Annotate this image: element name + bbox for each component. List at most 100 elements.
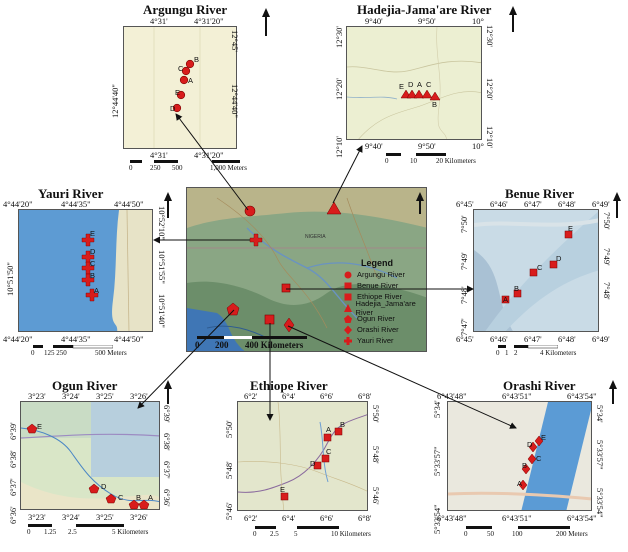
ogun-top-tick-3: 3°25' xyxy=(96,391,114,401)
ogun-scale-2: 2.5 xyxy=(68,528,77,536)
ogun-left-tick-3: 6°37' xyxy=(8,478,18,496)
hadejia-marker-d xyxy=(406,89,418,99)
argungu-marker-b xyxy=(185,59,195,69)
ogun-marker-e xyxy=(26,423,38,434)
main-scale-bar xyxy=(197,336,307,339)
ogun-title: Ogun River xyxy=(52,378,118,393)
orashi-top-tick-3: 6°43'54" xyxy=(567,391,597,401)
benue-marker-d xyxy=(549,260,558,269)
cross-icon xyxy=(343,336,357,346)
yauri-label-b: B xyxy=(90,271,96,280)
hadejia-right-tick-3: 12°10' xyxy=(485,126,495,148)
ethiope-top-tick-1: 6°2' xyxy=(244,391,258,401)
main-marker-ethiope xyxy=(264,314,275,325)
main-scale-2: 400 Kilometers xyxy=(245,340,304,350)
ethiope-right-tick-3: 5°46' xyxy=(371,487,381,505)
ogun-right-tick-3: 6°37' xyxy=(162,461,172,479)
legend-item-hadejia: Hadejia_Jama'are River xyxy=(343,299,426,317)
orashi-marker-a xyxy=(518,479,528,491)
yauri-scale-0: 0 xyxy=(31,349,35,357)
yauri-scale-1: 125 250 xyxy=(44,349,67,357)
yauri-marker-b xyxy=(81,273,95,287)
ethiope-label-a: A xyxy=(326,425,332,434)
ethiope-right-tick-1: 5°50' xyxy=(371,405,381,423)
orashi-marker-d xyxy=(528,441,538,453)
hadejia-label-e: E xyxy=(399,82,405,91)
hadejia-right-tick-2: 12°20' xyxy=(485,78,495,100)
orashi-scale-3: 200 Meters xyxy=(556,530,588,538)
argungu-marker-a xyxy=(179,75,189,85)
legend-title: Legend xyxy=(361,258,394,268)
ethiope-scale-0: 0 xyxy=(253,530,257,538)
hadejia-label-b: B xyxy=(432,100,438,109)
triangle-icon xyxy=(343,303,356,313)
main-marker-yauri xyxy=(249,233,263,247)
orashi-label-e: E xyxy=(541,433,547,442)
ethiope-marker-c xyxy=(321,454,330,463)
benue-top-tick-5: 6°49' xyxy=(592,199,610,209)
legend-item-benue: Benue River xyxy=(343,280,426,291)
ethiope-inset-map: A B C D E xyxy=(237,401,368,511)
benue-label-b: B xyxy=(514,284,520,293)
yauri-top-tick-3: 4°44'50" xyxy=(114,199,144,209)
argungu-top-tick-2: 4°31'20" xyxy=(194,16,224,26)
main-marker-argungu xyxy=(244,205,256,217)
hadejia-label-a: A xyxy=(417,80,423,89)
ethiope-scale-3: 10 Kilometers xyxy=(331,530,371,538)
yauri-right-tick-3: 10°51'40" xyxy=(157,294,167,328)
yauri-bottom-tick-3: 4°44'50" xyxy=(114,334,144,344)
yauri-bottom-tick-1: 4°44'20" xyxy=(3,334,33,344)
benue-top-tick-1: 6°45' xyxy=(456,199,474,209)
benue-bottom-tick-1: 6°45' xyxy=(456,334,474,344)
argungu-label-e: E xyxy=(175,88,181,97)
benue-left-tick-2: 7°49' xyxy=(459,252,469,270)
ethiope-marker-a xyxy=(323,433,332,442)
legend-item-ethiope: Ethiope River xyxy=(343,291,426,302)
yauri-scale-2: 500 Meters xyxy=(95,349,127,357)
hadejia-north-arrow-icon xyxy=(509,6,517,32)
argungu-north-arrow-icon xyxy=(262,8,270,36)
yauri-marker-c xyxy=(81,261,95,275)
diamond-icon xyxy=(343,325,357,335)
argungu-left-tick-1: 12°44'40" xyxy=(110,84,120,118)
orashi-right-tick-2: 5°33'57" xyxy=(595,440,605,470)
benue-scale-0: 0 xyxy=(496,349,500,357)
legend-label-ethiope: Ethiope River xyxy=(357,292,403,301)
hadejia-top-tick-3: 10° xyxy=(472,16,484,26)
hadejia-bottom-tick-2: 9°50' xyxy=(418,141,436,151)
ethiope-scale-1: 2.5 xyxy=(270,530,279,538)
hadejia-inset-map: E D A C B xyxy=(346,26,482,140)
hadejia-scale-0: 0 xyxy=(385,157,389,165)
legend-item-ogun: Ogun River xyxy=(343,313,426,324)
benue-marker-c xyxy=(529,268,538,277)
ogun-scale-3: 5 Kilometers xyxy=(112,528,149,536)
ogun-bottom-tick-4: 3°26' xyxy=(130,512,148,522)
yauri-title: Yauri River xyxy=(38,186,104,201)
benue-bottom-tick-4: 6°48' xyxy=(558,334,576,344)
orashi-bottom-tick-3: 6°43'54" xyxy=(567,513,597,523)
argungu-title: Argungu River xyxy=(143,2,228,17)
hadejia-label-c: C xyxy=(426,80,432,89)
ethiope-top-tick-3: 6°6' xyxy=(320,391,334,401)
legend-label-orashi: Orashi River xyxy=(357,325,399,334)
hadejia-top-tick-2: 9°50' xyxy=(418,16,436,26)
ogun-right-tick-1: 6°39' xyxy=(162,405,172,423)
ethiope-left-tick-3: 5°46' xyxy=(224,502,234,520)
legend-label-argungu: Argungu River xyxy=(357,270,405,279)
hadejia-left-tick-2: 12°20' xyxy=(334,78,344,100)
orashi-title: Orashi River xyxy=(503,378,576,393)
yauri-marker-e xyxy=(81,233,95,247)
hadejia-title: Hadejia-Jama'are River xyxy=(357,2,492,17)
ogun-label-b: B xyxy=(136,493,142,502)
yauri-right-tick-2: 10°51'55" xyxy=(157,250,167,284)
ethiope-bottom-tick-1: 6°2' xyxy=(244,513,258,523)
legend-item-orashi: Orashi River xyxy=(343,324,426,335)
hadejia-scale-1: 10 xyxy=(410,157,417,165)
orashi-label-c: C xyxy=(536,454,542,463)
legend-label-hadejia: Hadejia_Jama'are River xyxy=(355,298,416,317)
ogun-marker-c xyxy=(105,493,117,504)
argungu-label-b: B xyxy=(194,55,200,64)
argungu-scale-3: 1,000 Meters xyxy=(210,164,247,172)
yauri-label-e: E xyxy=(90,229,96,238)
ethiope-marker-e xyxy=(280,492,289,501)
